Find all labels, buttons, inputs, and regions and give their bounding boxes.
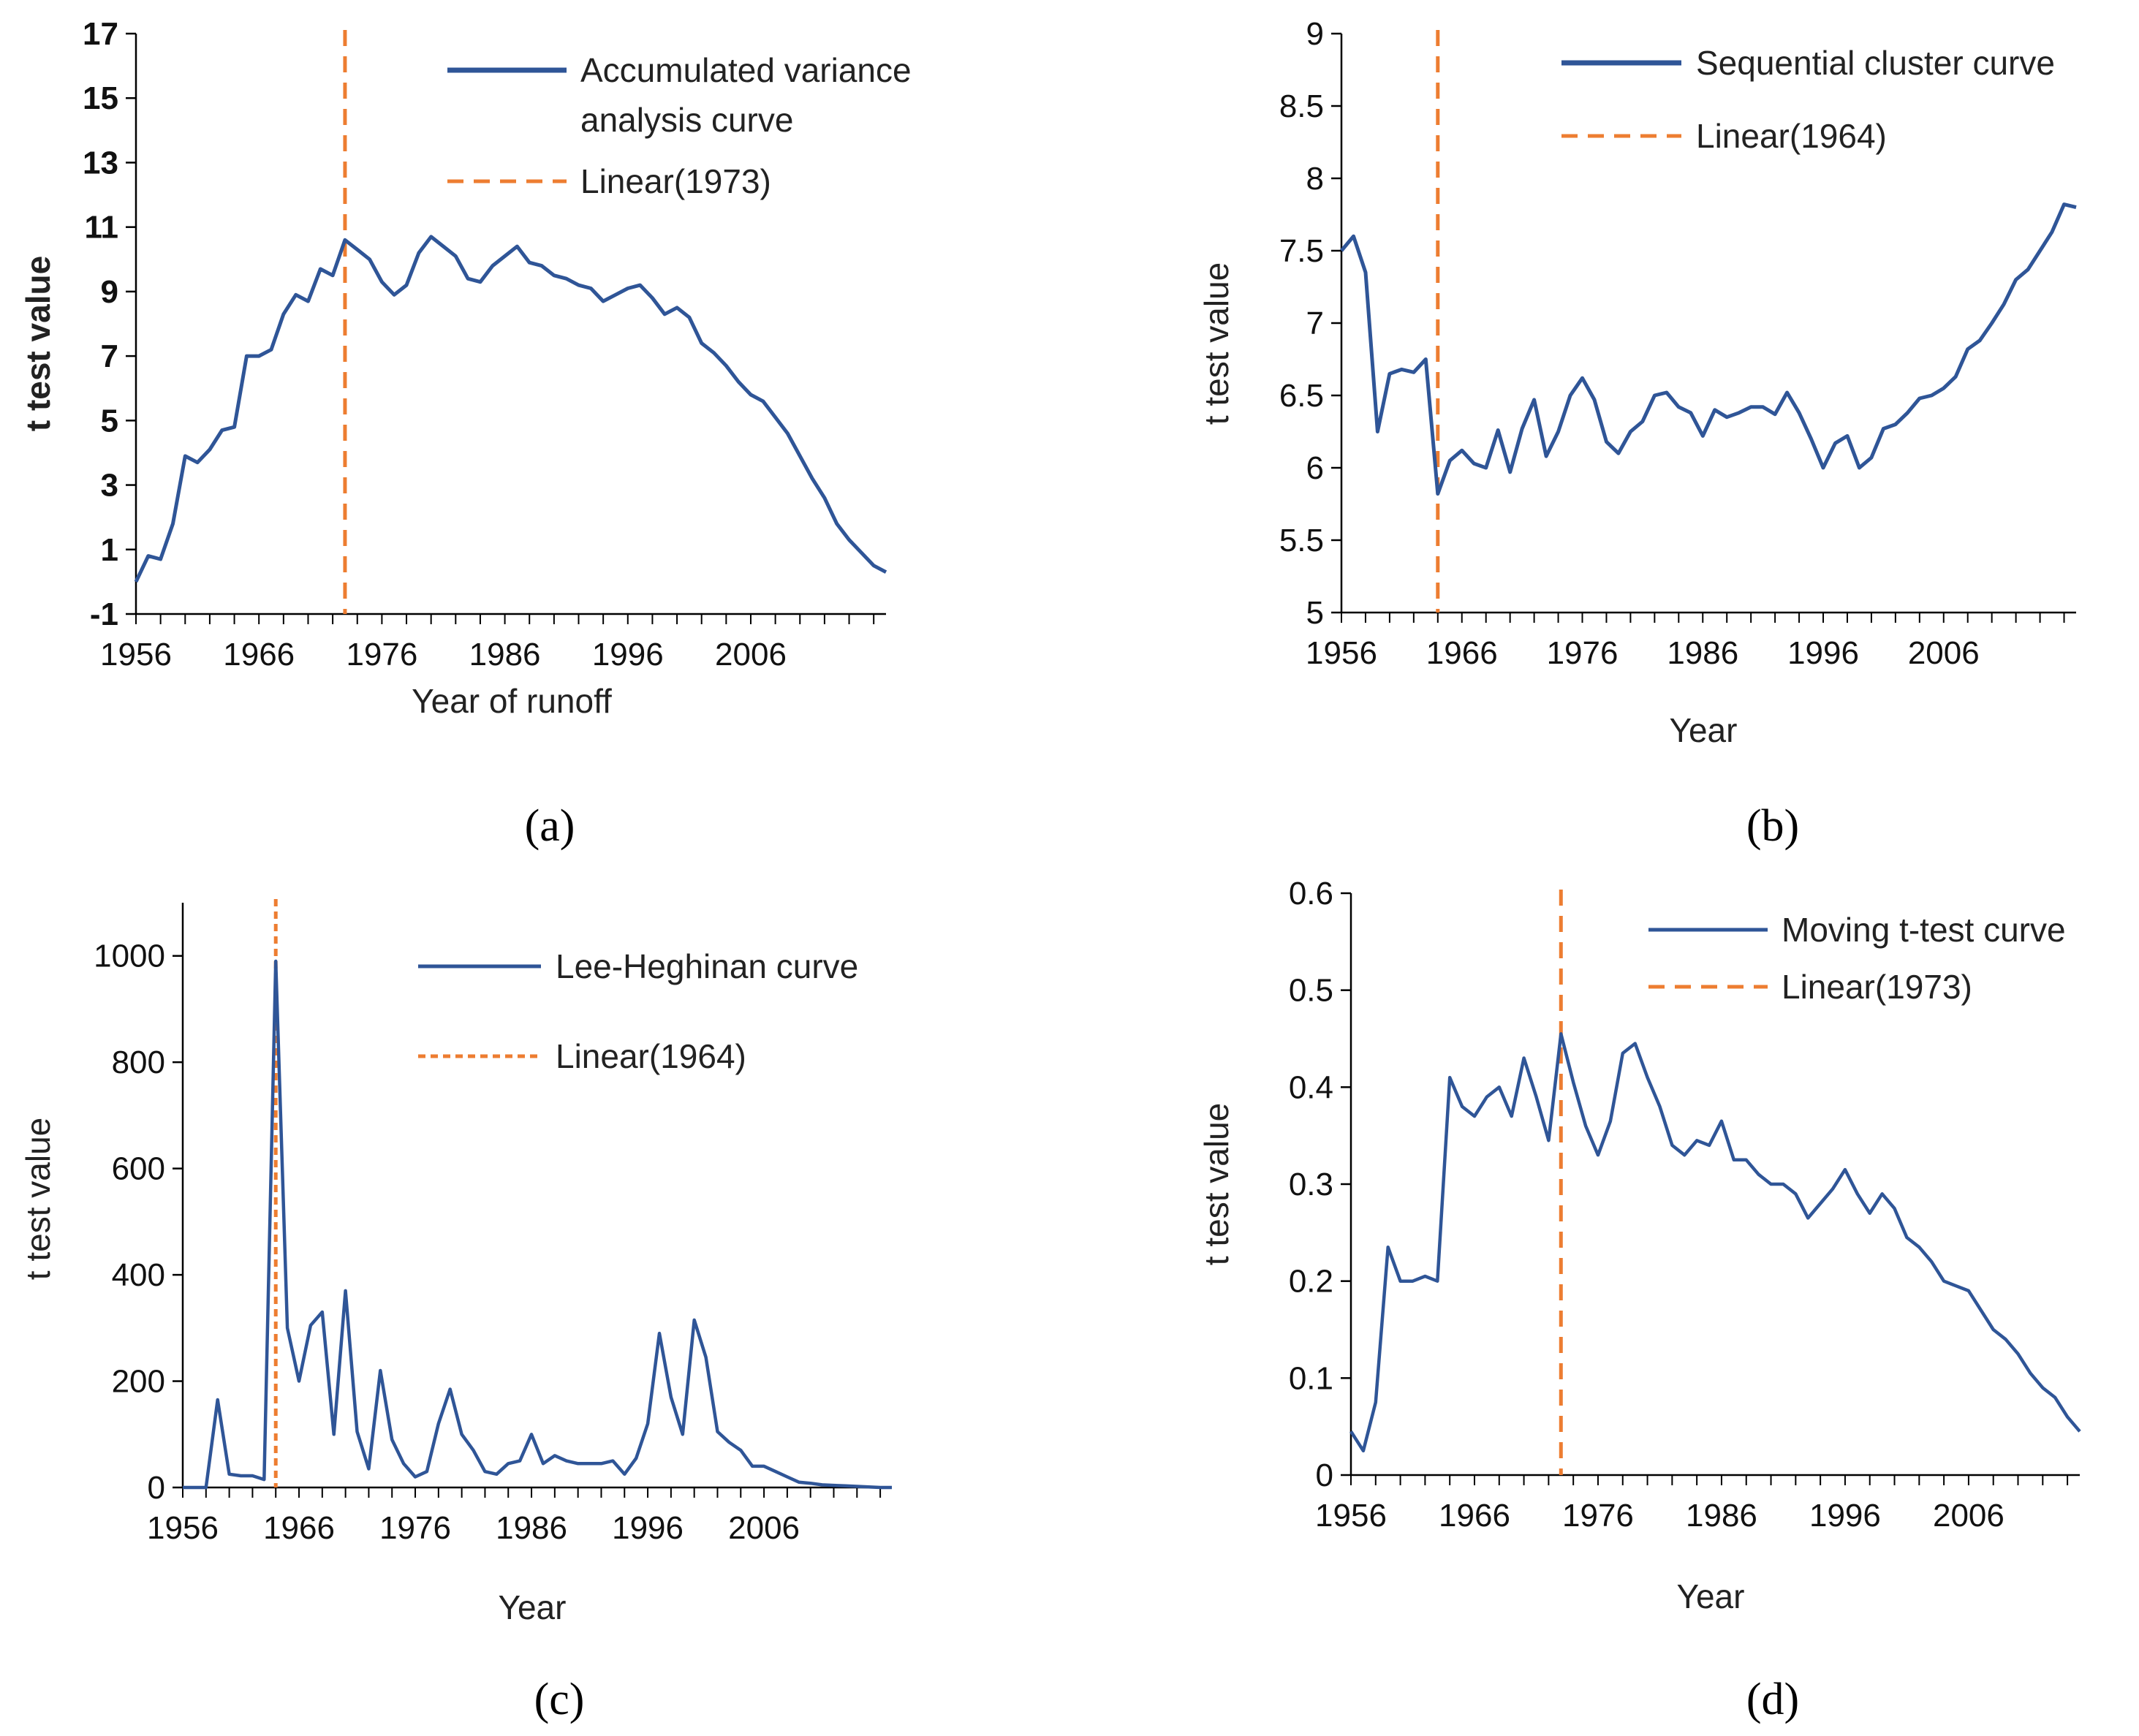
y-tick-label: 0 <box>1316 1458 1333 1493</box>
y-tick-label: 400 <box>112 1257 165 1293</box>
legend-label-curve: Moving t-test curve <box>1782 911 2066 949</box>
y-tick-label: 0.3 <box>1289 1167 1333 1202</box>
x-tick-label: 1986 <box>469 637 541 672</box>
x-tick-label: 1966 <box>1439 1498 1510 1534</box>
y-axis-title: t test value <box>19 256 57 431</box>
x-axis-title: Year <box>1670 711 1738 749</box>
legend-label-change-point: Linear(1964) <box>1696 117 1887 155</box>
panel-d-plot: 0 0.1 0.2 0.3 0.4 0.5 0.6 1956 1966 1976 1986 1996 2… <box>1289 876 2081 1534</box>
y-tick-label: 0.5 <box>1289 973 1333 1009</box>
x-tick-label: 1966 <box>223 637 295 672</box>
x-tick-label: 1966 <box>263 1510 335 1546</box>
series-line <box>183 959 892 1490</box>
y-tick-label: 0 <box>148 1470 165 1506</box>
panel-label-b: (b) <box>1746 801 1799 851</box>
x-tick-label: 1976 <box>379 1510 451 1546</box>
y-tick-label: 6.5 <box>1279 378 1324 414</box>
y-tick-label: 0.4 <box>1289 1069 1333 1105</box>
panel-label-d: (d) <box>1746 1675 1799 1724</box>
y-tick-label: 1000 <box>94 939 165 974</box>
y-axis-title: t test value <box>1197 262 1235 425</box>
y-tick-label: 9 <box>101 274 118 310</box>
y-tick-label: 800 <box>112 1045 165 1080</box>
chart-panel-d: 0 0.1 0.2 0.3 0.4 0.5 0.6 1956 1966 1976 1986 1996 2… <box>1197 876 2081 1724</box>
x-tick-label: 1976 <box>1562 1498 1634 1534</box>
legend-label-curve: Lee-Heghinan curve <box>556 947 858 985</box>
x-axis-title: Year <box>499 1588 567 1626</box>
x-tick-label: 2006 <box>715 637 787 672</box>
x-tick-label: 1996 <box>1787 635 1859 671</box>
x-tick-label: 1976 <box>1547 635 1619 671</box>
chart-panel-c: 0 200 400 600 800 1000 1956 1966 1976 1986 1996 200… <box>19 899 893 1724</box>
y-tick-label: 6 <box>1306 450 1324 486</box>
y-tick-label: 200 <box>112 1364 165 1400</box>
x-axis-title: Year <box>1677 1577 1745 1615</box>
y-tick-label: 7.5 <box>1279 233 1324 269</box>
x-tick-label: 1956 <box>147 1510 219 1546</box>
x-tick-label: 1956 <box>100 637 172 672</box>
panel-b-legend: Sequential cluster curve Linear(1964) <box>1561 44 2055 155</box>
y-tick-label: 7 <box>101 338 118 374</box>
panel-c-legend: Lee-Heghinan curve Linear(1964) <box>418 947 858 1075</box>
y-tick-label: 0.2 <box>1289 1264 1333 1300</box>
y-tick-label: 5 <box>1306 595 1324 631</box>
panel-label-c: (c) <box>534 1675 585 1724</box>
legend-label-curve-line1: Accumulated variance <box>580 51 912 89</box>
x-tick-label: 1996 <box>592 637 664 672</box>
legend-label-curve-line2: analysis curve <box>580 101 793 139</box>
y-tick-label: 9 <box>1306 16 1324 52</box>
x-tick-label: 2006 <box>728 1510 800 1546</box>
y-tick-label: 5 <box>101 403 118 439</box>
y-tick-label: -1 <box>90 596 118 632</box>
y-tick-label: 0.6 <box>1289 876 1333 911</box>
x-tick-label: 2006 <box>1908 635 1980 671</box>
y-tick-label: 3 <box>101 468 118 504</box>
panel-c-plot: 0 200 400 600 800 1000 1956 1966 1976 1986 1996 200… <box>94 899 893 1546</box>
y-axis-title: t test value <box>19 1118 57 1280</box>
x-tick-label: 1956 <box>1315 1498 1387 1534</box>
y-tick-label: 1 <box>101 532 118 568</box>
y-tick-label: 8.5 <box>1279 88 1324 124</box>
y-tick-label: 8 <box>1306 161 1324 197</box>
y-tick-label: 5.5 <box>1279 523 1324 558</box>
x-tick-label: 1956 <box>1306 635 1377 671</box>
legend-label-change-point: Linear(1973) <box>580 162 771 200</box>
x-tick-label: 1986 <box>496 1510 567 1546</box>
series-line <box>134 235 887 583</box>
x-axis-title: Year of runoff <box>412 682 612 720</box>
y-tick-label: 0.1 <box>1289 1360 1333 1396</box>
y-tick-label: 11 <box>84 210 118 246</box>
panel-b-plot: 5 5.5 6 6.5 7 7.5 8 8.5 9 1956 1966 1976 1986 1996 200… <box>1279 16 2077 671</box>
legend-label-curve: Sequential cluster curve <box>1696 44 2055 82</box>
x-tick-label: 2006 <box>1933 1498 2004 1534</box>
y-axis-title: t test value <box>1197 1103 1235 1265</box>
legend-label-change-point: Linear(1964) <box>556 1037 746 1075</box>
legend-label-change-point: Linear(1973) <box>1782 968 1972 1006</box>
x-tick-label: 1996 <box>1809 1498 1881 1534</box>
y-tick-label: 13 <box>83 145 118 181</box>
x-tick-label: 1996 <box>612 1510 684 1546</box>
y-tick-label: 17 <box>83 16 118 52</box>
panel-d-legend: Moving t-test curve Linear(1973) <box>1648 911 2066 1006</box>
y-tick-label: 15 <box>83 80 118 116</box>
x-tick-label: 1966 <box>1426 635 1498 671</box>
x-tick-label: 1976 <box>346 637 417 672</box>
panel-label-a: (a) <box>525 801 575 851</box>
x-tick-label: 1986 <box>1686 1498 1757 1534</box>
series-line <box>1349 1032 2081 1453</box>
series-line <box>1340 202 2077 496</box>
panel-a-legend: Accumulated variance analysis curve Line… <box>447 51 912 200</box>
chart-panel-b: 5 5.5 6 6.5 7 7.5 8 8.5 9 1956 1966 1976 1986 1996 200… <box>1197 16 2077 851</box>
y-tick-label: 7 <box>1306 306 1324 341</box>
x-tick-label: 1986 <box>1667 635 1738 671</box>
y-tick-label: 600 <box>112 1151 165 1187</box>
